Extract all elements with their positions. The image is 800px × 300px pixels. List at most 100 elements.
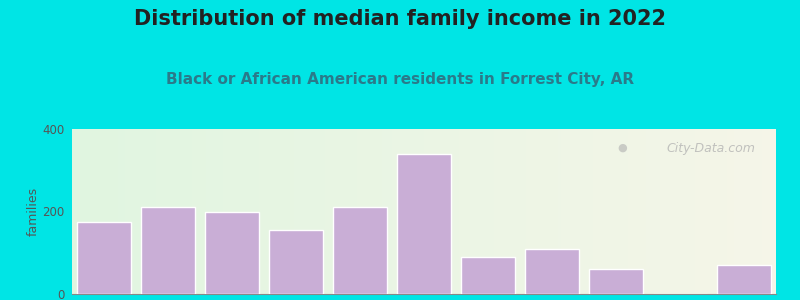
Bar: [427, 129, 431, 294]
Bar: [586, 129, 590, 294]
Bar: [248, 129, 251, 294]
Bar: [519, 129, 522, 294]
Bar: [79, 129, 82, 294]
Bar: [188, 129, 192, 294]
Bar: [678, 129, 681, 294]
Bar: [399, 129, 403, 294]
Bar: [572, 129, 575, 294]
Bar: [90, 129, 93, 294]
Bar: [410, 129, 414, 294]
Bar: [100, 129, 104, 294]
Bar: [547, 129, 550, 294]
Bar: [227, 129, 230, 294]
Bar: [146, 129, 150, 294]
Bar: [142, 129, 146, 294]
Bar: [216, 129, 220, 294]
Bar: [635, 129, 638, 294]
Bar: [195, 129, 198, 294]
Bar: [505, 129, 509, 294]
Bar: [364, 129, 368, 294]
Bar: [304, 129, 308, 294]
Bar: [477, 129, 480, 294]
Bar: [509, 129, 512, 294]
Bar: [382, 129, 386, 294]
Bar: [691, 129, 695, 294]
Bar: [397, 154, 451, 294]
Bar: [459, 129, 462, 294]
Bar: [716, 129, 720, 294]
Bar: [758, 129, 762, 294]
Bar: [220, 129, 223, 294]
Bar: [269, 129, 273, 294]
Bar: [558, 129, 562, 294]
Bar: [462, 129, 466, 294]
Bar: [294, 129, 298, 294]
Bar: [713, 129, 716, 294]
Bar: [593, 129, 597, 294]
Bar: [343, 129, 346, 294]
Bar: [474, 129, 477, 294]
Bar: [568, 129, 572, 294]
Bar: [554, 129, 558, 294]
Bar: [322, 129, 326, 294]
Bar: [726, 129, 730, 294]
Bar: [618, 129, 621, 294]
Bar: [498, 129, 502, 294]
Bar: [406, 129, 410, 294]
Bar: [688, 129, 691, 294]
Bar: [178, 129, 181, 294]
Bar: [157, 129, 160, 294]
Bar: [141, 207, 195, 294]
Bar: [251, 129, 255, 294]
Bar: [502, 129, 505, 294]
Bar: [632, 129, 635, 294]
Bar: [374, 129, 378, 294]
Bar: [273, 129, 276, 294]
Bar: [336, 129, 339, 294]
Bar: [512, 129, 515, 294]
Bar: [135, 129, 139, 294]
Text: Black or African American residents in Forrest City, AR: Black or African American residents in F…: [166, 72, 634, 87]
Bar: [318, 129, 322, 294]
Bar: [748, 129, 751, 294]
Bar: [646, 129, 650, 294]
Bar: [582, 129, 586, 294]
Bar: [333, 207, 387, 294]
Bar: [487, 129, 491, 294]
Bar: [445, 129, 449, 294]
Bar: [723, 129, 726, 294]
Bar: [262, 129, 266, 294]
Bar: [442, 129, 445, 294]
Bar: [607, 129, 610, 294]
Bar: [311, 129, 315, 294]
Bar: [424, 129, 427, 294]
Bar: [525, 249, 579, 294]
Bar: [107, 129, 110, 294]
Bar: [769, 129, 773, 294]
Bar: [350, 129, 354, 294]
Bar: [333, 129, 336, 294]
Bar: [515, 129, 519, 294]
Bar: [170, 129, 174, 294]
Bar: [530, 129, 533, 294]
Bar: [720, 129, 723, 294]
Bar: [181, 129, 185, 294]
Bar: [308, 129, 311, 294]
Bar: [766, 129, 769, 294]
Text: Distribution of median family income in 2022: Distribution of median family income in …: [134, 9, 666, 29]
Text: City-Data.com: City-Data.com: [666, 142, 755, 155]
Bar: [537, 129, 540, 294]
Bar: [93, 129, 97, 294]
Bar: [744, 129, 748, 294]
Bar: [656, 129, 660, 294]
Bar: [75, 129, 79, 294]
Bar: [642, 129, 646, 294]
Bar: [685, 129, 688, 294]
Bar: [614, 129, 618, 294]
Bar: [354, 129, 357, 294]
Bar: [695, 129, 698, 294]
Bar: [663, 129, 667, 294]
Bar: [540, 129, 544, 294]
Bar: [741, 129, 744, 294]
Bar: [491, 129, 494, 294]
